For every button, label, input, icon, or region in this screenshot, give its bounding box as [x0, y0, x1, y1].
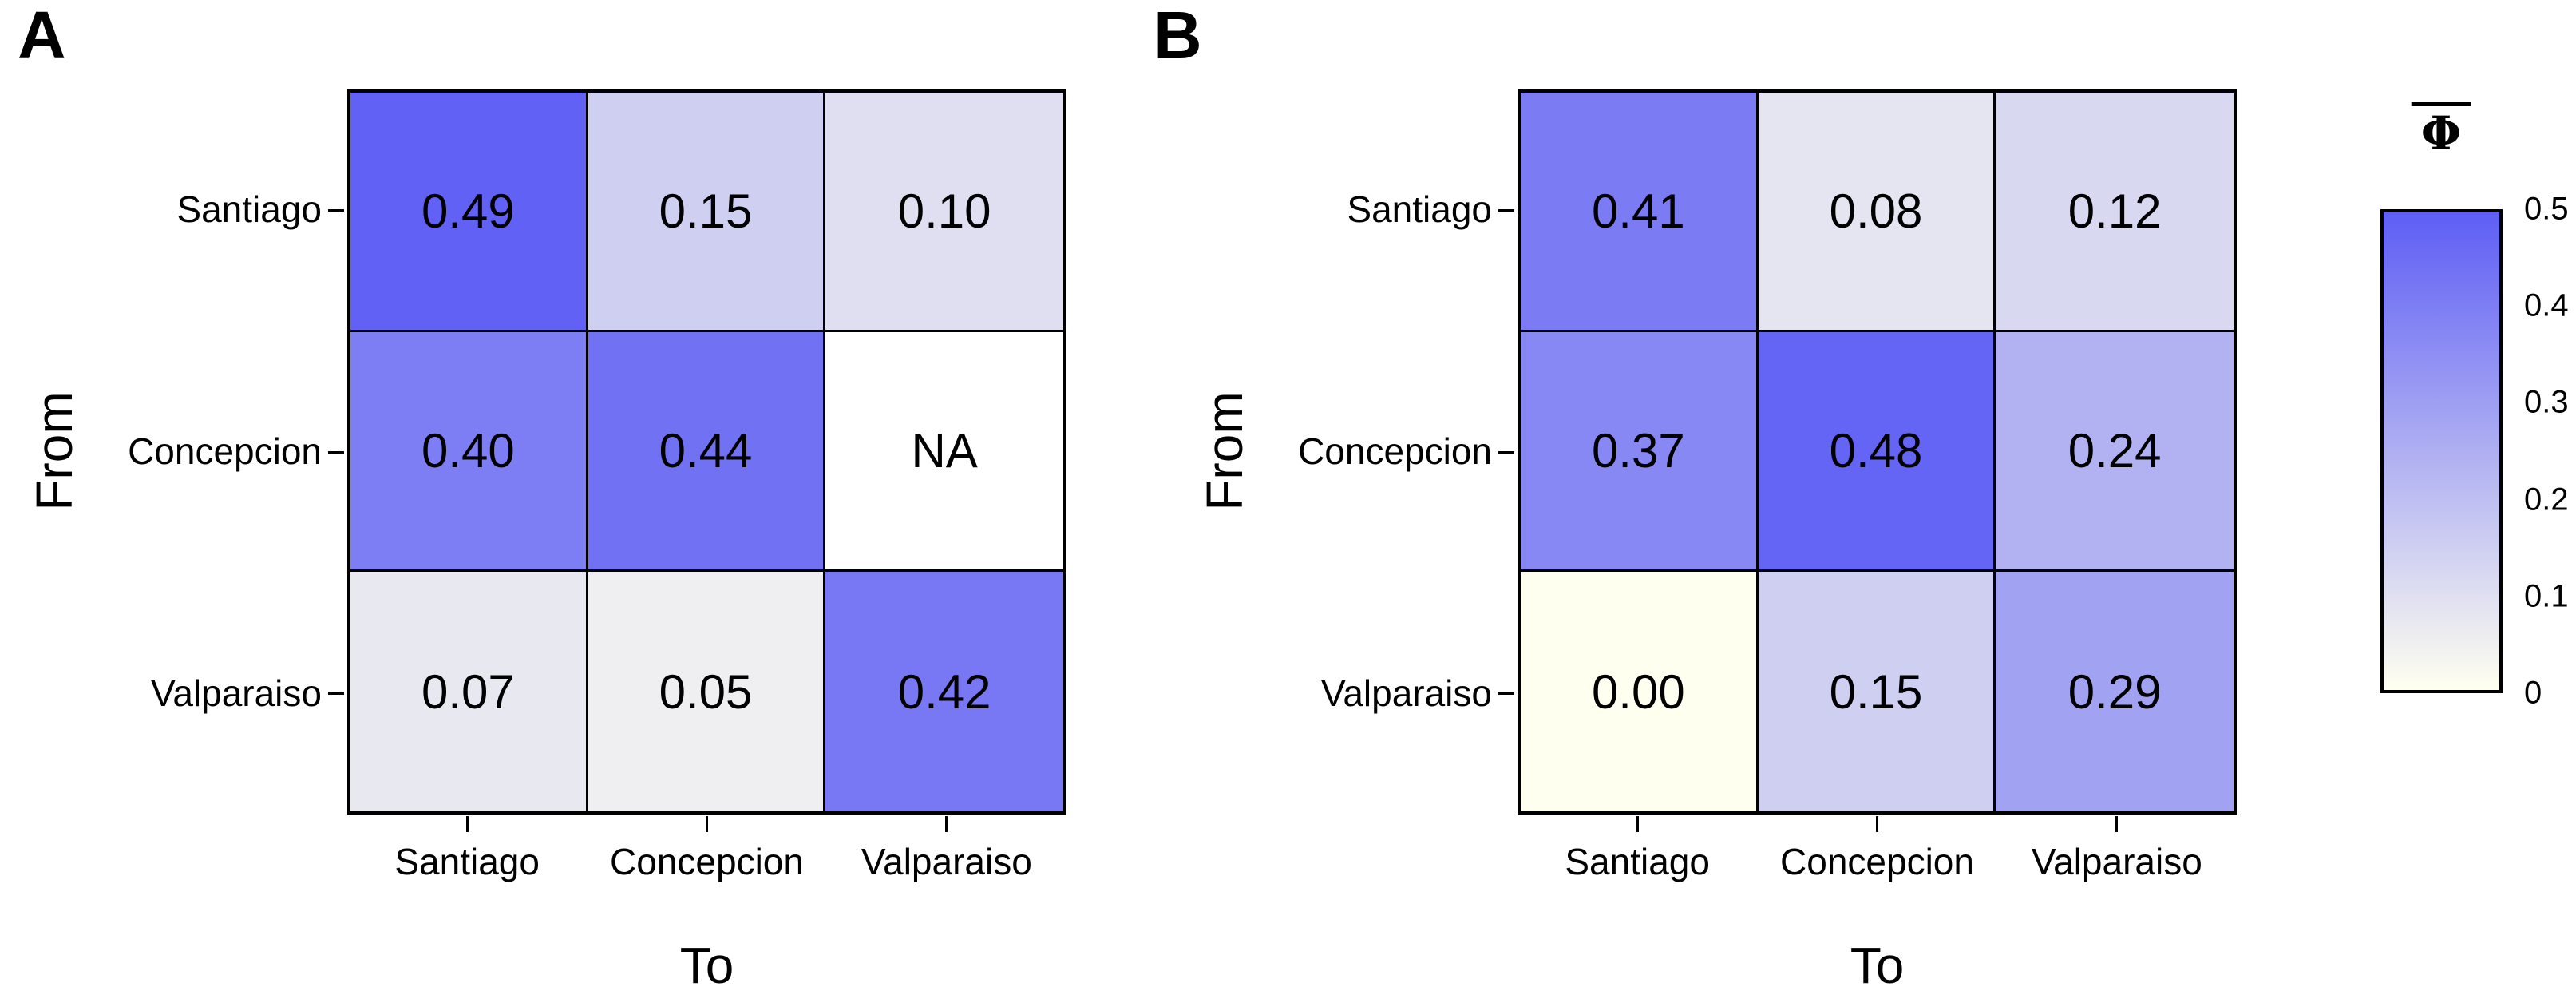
- panel-a-heatmap-grid: 0.49 0.15 0.10 0.40 0.44 NA 0.07 0.05 0.42: [347, 89, 1066, 815]
- panel-b-letter: B: [1153, 0, 1202, 73]
- cell-a-santiago-concepcion: 0.15: [588, 93, 826, 332]
- y-axis-tick: [328, 450, 344, 454]
- legend-tick-0: 0: [2524, 675, 2542, 711]
- row-label-b-santiago: Santiago: [1347, 188, 1492, 231]
- cell-value: 0.12: [2068, 184, 2162, 238]
- cell-value: 0.48: [1829, 424, 1923, 478]
- x-axis-tick: [706, 816, 708, 832]
- panel-a-letter: A: [18, 0, 66, 73]
- cell-value: 0.49: [421, 184, 515, 238]
- cell-value: 0.15: [659, 184, 753, 238]
- x-axis-tick: [1636, 816, 1639, 832]
- col-label-b-valparaiso: Valparaiso: [2031, 841, 2202, 882]
- cell-value: NA: [911, 424, 978, 478]
- cell-value: 0.08: [1829, 184, 1923, 238]
- legend-tick-0.3: 0.3: [2524, 384, 2569, 420]
- cell-a-valparaiso-santiago: 0.07: [350, 572, 588, 811]
- row-label-b-valparaiso: Valparaiso: [1321, 672, 1492, 714]
- cell-value: 0.37: [1591, 424, 1685, 478]
- panel-b-heatmap-grid: 0.41 0.08 0.12 0.37 0.48 0.24 0.00 0.15 0.29: [1518, 89, 2237, 815]
- col-label-b-santiago: Santiago: [1565, 841, 1710, 882]
- cell-value: 0.41: [1591, 184, 1685, 238]
- x-axis-tick: [945, 816, 948, 832]
- cell-value: 0.07: [421, 664, 515, 719]
- row-label-b-concepcion: Concepcion: [1298, 430, 1492, 472]
- row-label-a-concepcion: Concepcion: [128, 430, 322, 472]
- legend-color-bar: [2380, 209, 2503, 693]
- cell-b-valparaiso-valparaiso: 0.29: [1996, 572, 2234, 811]
- y-axis-tick: [328, 208, 344, 212]
- cell-b-concepcion-valparaiso: 0.24: [1996, 332, 2234, 572]
- y-axis-tick: [1498, 692, 1514, 696]
- cell-b-valparaiso-concepcion: 0.15: [1758, 572, 1996, 811]
- cell-value: 0.05: [659, 664, 753, 719]
- cell-value: 0.10: [897, 184, 991, 238]
- legend-tick-0.1: 0.1: [2524, 578, 2569, 614]
- col-label-a-santiago: Santiago: [394, 841, 540, 882]
- cell-b-concepcion-santiago: 0.37: [1521, 332, 1759, 572]
- cell-a-santiago-valparaiso: 0.10: [825, 93, 1063, 332]
- y-axis-tick: [328, 692, 344, 696]
- legend-phi-title: Φ: [2411, 102, 2471, 157]
- panel-b-x-axis-title: To: [1850, 937, 1905, 994]
- row-label-a-valparaiso: Valparaiso: [151, 672, 322, 714]
- cell-value: 0.42: [897, 664, 991, 719]
- y-axis-tick: [1498, 450, 1514, 454]
- x-axis-tick: [1876, 816, 1878, 832]
- cell-b-santiago-concepcion: 0.08: [1758, 93, 1996, 332]
- col-label-a-valparaiso: Valparaiso: [861, 841, 1032, 882]
- cell-value: 0.24: [2068, 424, 2162, 478]
- cell-b-concepcion-concepcion: 0.48: [1758, 332, 1996, 572]
- cell-value: 0.44: [659, 424, 753, 478]
- cell-a-santiago-santiago: 0.49: [350, 93, 588, 332]
- cell-a-concepcion-concepcion: 0.44: [588, 332, 826, 572]
- cell-value: 0.29: [2068, 664, 2162, 719]
- legend-tick-0.2: 0.2: [2524, 482, 2569, 517]
- row-label-a-santiago: Santiago: [176, 188, 322, 231]
- cell-b-santiago-santiago: 0.41: [1521, 93, 1759, 332]
- x-axis-tick: [2115, 816, 2119, 832]
- x-axis-tick: [465, 816, 469, 832]
- cell-value: 0.15: [1829, 664, 1923, 719]
- cell-value: 0.40: [421, 424, 515, 478]
- col-label-b-concepcion: Concepcion: [1780, 841, 1974, 882]
- cell-b-valparaiso-santiago: 0.00: [1521, 572, 1759, 811]
- panel-a-x-axis-title: To: [679, 937, 734, 994]
- col-label-a-concepcion: Concepcion: [610, 841, 804, 882]
- legend-tick-0.4: 0.4: [2524, 287, 2569, 323]
- cell-a-concepcion-santiago: 0.40: [350, 332, 588, 572]
- cell-a-valparaiso-valparaiso: 0.42: [825, 572, 1063, 811]
- cell-a-valparaiso-concepcion: 0.05: [588, 572, 826, 811]
- cell-a-concepcion-valparaiso: NA: [825, 332, 1063, 572]
- cell-b-santiago-valparaiso: 0.12: [1996, 93, 2234, 332]
- cell-value: 0.00: [1591, 664, 1685, 719]
- legend-tick-0.5: 0.5: [2524, 191, 2569, 227]
- y-axis-tick: [1498, 208, 1514, 212]
